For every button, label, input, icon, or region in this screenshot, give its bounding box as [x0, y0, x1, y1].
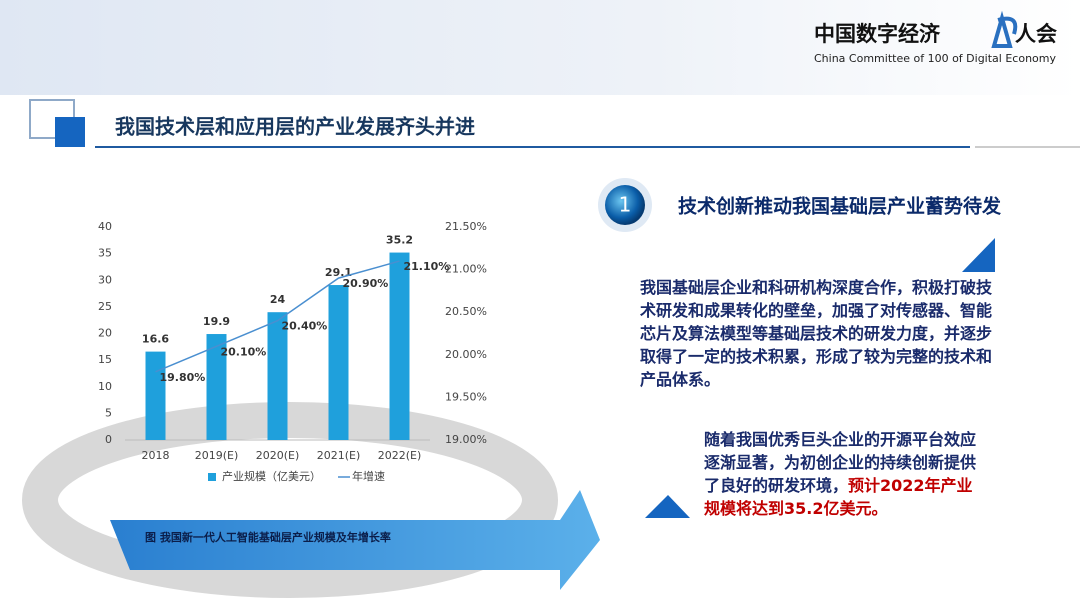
y-tick-label: 40	[98, 220, 112, 233]
data-label: 24	[270, 293, 286, 306]
deco-triangle	[962, 238, 995, 272]
arrow	[110, 490, 600, 590]
paragraph-text: 随着我国优秀巨头企业的开源平台效应逐渐显著，为初创企业的持续创新提供了良好的研发…	[704, 430, 977, 495]
bar	[328, 285, 349, 440]
bar	[206, 334, 227, 440]
data-label: 20.40%	[282, 320, 328, 333]
y2-tick-label: 20.50%	[445, 305, 487, 318]
bar	[267, 312, 288, 440]
section-heading: 技术创新推动我国基础层产业蓄势待发	[678, 195, 1002, 218]
x-tick-label: 2020(E)	[256, 449, 300, 462]
brand-suffix: 人会	[1015, 22, 1057, 46]
x-tick-label: 2022(E)	[378, 449, 422, 462]
y2-tick-label: 21.50%	[445, 220, 487, 233]
legend-label: 产业规模（亿美元）	[222, 469, 321, 483]
paragraph: 我国基础层企业和科研机构深度合作，积极打破技术研发和成果转化的壁垒，加强了对传感…	[640, 278, 993, 389]
deco-triangle	[645, 495, 690, 518]
x-tick-label: 2018	[142, 449, 170, 462]
bar	[145, 351, 166, 440]
number-ball	[605, 185, 645, 225]
data-label: 19.9	[203, 315, 230, 328]
data-label: 20.90%	[343, 277, 389, 290]
data-label: 20.10%	[221, 345, 267, 358]
header-band	[0, 0, 1080, 95]
deco-square	[55, 117, 85, 147]
y2-tick-label: 20.00%	[445, 348, 487, 361]
y2-tick-label: 19.00%	[445, 433, 487, 446]
chart-caption: 图 我国新一代人工智能基础层产业规模及年增长率	[145, 530, 391, 544]
legend-label: 年增速	[352, 469, 385, 483]
data-label: 35.2	[386, 234, 413, 247]
brand-en: China Committee of 100 of Digital Econom…	[814, 52, 1056, 65]
x-tick-label: 2021(E)	[317, 449, 361, 462]
y-tick-label: 5	[105, 406, 112, 419]
y2-tick-label: 19.50%	[445, 390, 487, 403]
data-label: 19.80%	[160, 371, 206, 384]
y-tick-label: 35	[98, 247, 112, 260]
ring	[22, 402, 558, 598]
line	[155, 260, 400, 373]
y-tick-label: 20	[98, 327, 112, 340]
y-tick-label: 30	[98, 273, 112, 286]
logo	[991, 10, 1018, 48]
highlight: 预计2022年产业规模将达到35.2亿美元。	[704, 476, 973, 518]
paragraph: 随着我国优秀巨头企业的开源平台效应逐渐显著，为初创企业的持续创新提供了良好的研发…	[704, 428, 976, 520]
x-tick-label: 2019(E)	[195, 449, 239, 462]
brand: 中国数字经济	[814, 22, 941, 46]
bar	[389, 252, 410, 440]
slide-title: 我国技术层和应用层的产业发展齐头并进	[115, 115, 475, 139]
data-label: 16.6	[142, 333, 169, 346]
legend-swatch	[208, 473, 216, 481]
y-tick-label: 25	[98, 300, 112, 313]
y-tick-label: 10	[98, 380, 112, 393]
y-tick-label: 15	[98, 353, 112, 366]
data-label: 21.10%	[404, 260, 450, 273]
y-tick-label: 0	[105, 433, 112, 446]
y2-tick-label: 21.00%	[445, 263, 487, 276]
section-number: 1	[619, 193, 632, 217]
